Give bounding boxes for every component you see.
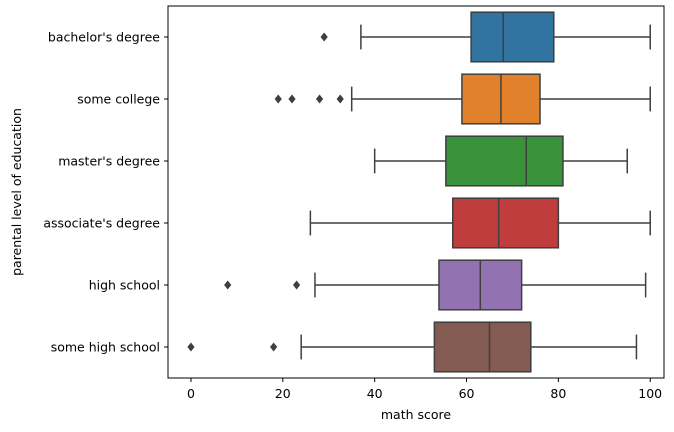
x-tick-label: 20 [275,386,291,401]
outlier-point [336,94,344,104]
y-tick-label: associate's degree [43,216,160,231]
box [470,11,555,63]
box-group [373,135,629,187]
plot-frame [167,5,665,379]
y-tick-label: bachelor's degree [48,30,160,45]
y-tick-label: some college [77,92,160,107]
x-tick-label: 100 [638,386,662,401]
y-axis: bachelor's degree some college master's de… [43,30,168,355]
box-group [187,321,638,373]
box [451,197,560,249]
y-tick-label: some high school [51,340,160,355]
outlier-point [274,94,282,104]
box-group [309,197,651,249]
outlier-point [288,94,296,104]
outlier-point [224,280,232,290]
x-tick-label: 40 [367,386,383,401]
x-tick-label: 80 [550,386,566,401]
outlier-point [315,94,324,104]
outlier-point [320,32,328,42]
x-axis-label: math score [381,407,452,422]
x-tick-label: 60 [459,386,475,401]
y-tick-label: master's degree [58,154,160,169]
box-group [224,259,647,311]
outlier-point [270,342,278,352]
outlier-point [187,342,195,352]
plot-area [187,11,651,373]
box [445,135,564,187]
box [433,321,532,373]
x-tick-label: 0 [187,386,195,401]
y-tick-label: high school [89,278,160,293]
box-group [274,73,651,125]
box-group [320,11,651,63]
x-axis: 0 20 40 60 80 100 [187,378,662,401]
outlier-point [292,280,301,290]
y-axis-label: parental level of education [9,108,24,276]
